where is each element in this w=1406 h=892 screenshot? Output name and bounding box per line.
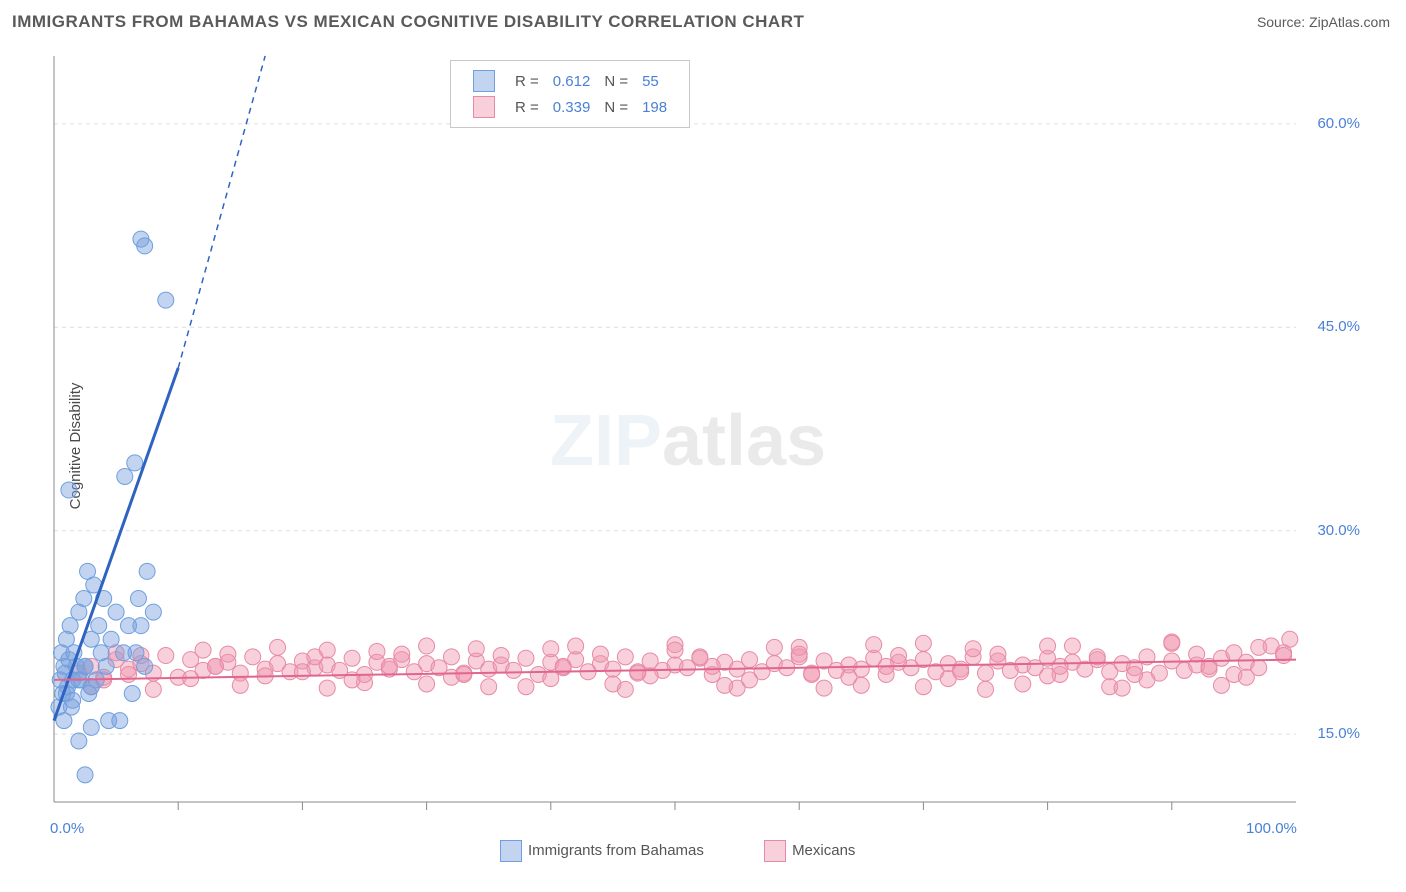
legend-item-mexicans: Mexicans [764,842,883,859]
n-label: N = [598,69,634,93]
source-label: Source: [1257,14,1305,30]
y-tick-label: 60.0% [1300,115,1360,132]
swatch-bahamas-icon [500,840,522,862]
x-tick-label: 0.0% [50,820,84,837]
legend-row-bahamas: R = 0.612 N = 55 [467,69,673,93]
r-label: R = [509,95,545,119]
legend-item-bahamas: Immigrants from Bahamas [500,842,732,859]
legend-row-mexicans: R = 0.339 N = 198 [467,95,673,119]
y-tick-label: 45.0% [1300,318,1360,335]
chart-container: { "title": "IMMIGRANTS FROM BAHAMAS VS M… [0,0,1406,892]
source-attribution: Source: ZipAtlas.com [1257,14,1390,30]
n-label: N = [598,95,634,119]
r-value-bahamas: 0.612 [547,69,597,93]
r-label: R = [509,69,545,93]
source-name: ZipAtlas.com [1309,14,1390,30]
n-value-bahamas: 55 [636,69,673,93]
swatch-mexicans-icon [764,840,786,862]
n-value-mexicans: 198 [636,95,673,119]
series-legend: Immigrants from Bahamas Mexicans [500,840,911,862]
series-label-bahamas: Immigrants from Bahamas [528,842,704,859]
chart-title: IMMIGRANTS FROM BAHAMAS VS MEXICAN COGNI… [12,12,804,32]
x-tick-label: 100.0% [1246,820,1297,837]
y-tick-label: 30.0% [1300,522,1360,539]
correlation-legend: R = 0.612 N = 55 R = 0.339 N = 198 [450,60,690,128]
swatch-mexicans [473,96,495,118]
swatch-bahamas [473,70,495,92]
scatter-plot [50,52,1356,822]
series-label-mexicans: Mexicans [792,842,855,859]
y-tick-label: 15.0% [1300,725,1360,742]
r-value-mexicans: 0.339 [547,95,597,119]
